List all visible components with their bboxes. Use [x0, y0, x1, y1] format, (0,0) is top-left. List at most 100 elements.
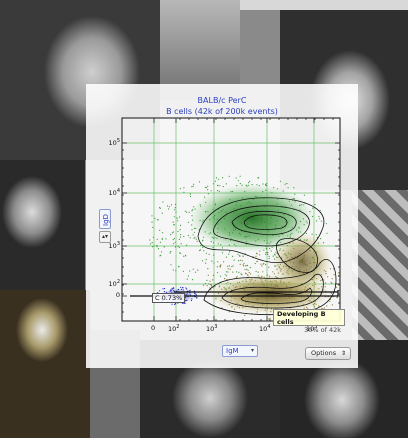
photo-top-strip — [240, 0, 408, 10]
scatter-dot — [264, 263, 267, 266]
scatter-dot — [246, 264, 249, 266]
scatter-dot — [219, 266, 221, 268]
contours — [197, 197, 337, 316]
gate-small-label[interactable]: C 0.73% — [152, 293, 186, 303]
scatter-dot — [259, 254, 261, 256]
photo-mid-left — [0, 160, 85, 290]
scatter-dot — [227, 271, 229, 273]
scatter-dot — [232, 255, 234, 257]
scatter-dot — [338, 272, 340, 274]
scatter-dot — [258, 177, 260, 179]
scatter-dot — [151, 221, 153, 223]
scatter-dot — [225, 183, 227, 185]
scatter-dot — [264, 183, 267, 185]
scatter-dot — [244, 265, 247, 267]
scatter-dot — [170, 234, 172, 236]
scatter-dot — [255, 255, 257, 257]
scatter-dot — [180, 243, 182, 245]
options-button[interactable]: Options ⇕ — [305, 347, 351, 360]
scatter-dot — [161, 212, 163, 214]
scatter-dot — [178, 266, 180, 268]
scatter-dot — [180, 236, 182, 238]
chevron-updown-icon: ⇕ — [340, 350, 346, 357]
scatter-dot — [211, 260, 213, 262]
gate-main-count: 30% of 42k — [304, 326, 341, 334]
scatter-dot — [315, 234, 317, 236]
scatter-dot — [195, 293, 197, 295]
scatter-dot — [179, 252, 181, 254]
scatter-dot — [177, 230, 179, 233]
scatter-dot — [243, 265, 245, 267]
scatter-dot — [194, 271, 197, 273]
scatter-dot — [189, 237, 191, 239]
scatter-dot — [330, 281, 332, 283]
scatter-dot — [244, 268, 246, 271]
scatter-dot — [323, 307, 325, 309]
scatter-dot — [162, 201, 164, 203]
scatter-dot — [316, 220, 318, 222]
plot-subtitle: B cells (42k of 200k events) — [166, 107, 278, 116]
scatter-dot — [213, 254, 215, 256]
scatter-dot — [168, 208, 170, 210]
scatter-dot — [209, 287, 211, 289]
scatter-dot — [192, 268, 194, 270]
scatter-dot — [168, 206, 170, 208]
scatter-dot — [205, 252, 207, 254]
scatter-dot — [268, 318, 270, 320]
scatter-dot — [254, 262, 256, 265]
scatter-dot — [279, 180, 281, 182]
scatter-dot — [173, 224, 175, 226]
scatter-dot — [263, 262, 265, 265]
scatter-dot — [149, 239, 151, 241]
scatter-dot — [208, 283, 210, 285]
scatter-dot — [213, 262, 215, 264]
scatter-dot — [222, 186, 224, 188]
scatter-dot — [165, 238, 167, 240]
scatter-dot — [198, 181, 201, 183]
scatter-dot — [159, 290, 161, 292]
y-axis-parameter-select[interactable]: IgD — [99, 209, 111, 229]
scatter-dot — [186, 244, 188, 246]
scatter-dot — [154, 217, 156, 219]
scatter-dot — [183, 255, 185, 257]
scatter-dot — [172, 231, 174, 233]
scatter-dot — [171, 232, 173, 234]
scatter-dot — [169, 252, 171, 254]
scatter-dot — [205, 258, 207, 261]
scatter-dot — [159, 206, 161, 209]
scatter-dot — [170, 204, 172, 206]
scatter-dot — [261, 265, 263, 267]
x-axis-parameter-select[interactable]: IgM ▾ — [222, 345, 258, 357]
scatter-dot — [232, 271, 234, 273]
scatter-dot — [193, 237, 195, 239]
scatter-dot — [256, 260, 258, 263]
scatter-dot — [208, 253, 210, 255]
plot-title: BALB/c PerC — [197, 96, 247, 105]
scatter-dot — [163, 246, 165, 248]
scatter-dot — [203, 284, 205, 286]
scatter-dot — [245, 273, 247, 275]
scatter-dot — [196, 297, 198, 299]
scatter-dot — [161, 238, 163, 241]
scatter-dot — [202, 246, 204, 248]
scatter-dot — [162, 232, 164, 234]
scatter-dot — [240, 273, 242, 275]
scatter-dot — [325, 223, 327, 225]
scatter-dot — [153, 245, 155, 247]
scatter-dot — [183, 302, 185, 304]
x-tick-label: 102 — [168, 324, 180, 334]
scatter-dot — [200, 244, 202, 246]
gate-developing-b-cells[interactable]: Developing B cells 30% of 42k — [273, 309, 345, 334]
scatter-dot — [193, 231, 195, 233]
scatter-dot — [268, 255, 270, 257]
scatter-dot — [221, 252, 224, 254]
scatter-dot — [207, 268, 209, 270]
scatter-dot — [324, 282, 326, 284]
scatter-dot — [172, 239, 174, 241]
y-axis-dropdown-arrow-icon[interactable]: ▴▾ — [99, 231, 111, 243]
scatter-dot — [166, 205, 169, 207]
scatter-dot — [329, 300, 331, 302]
scatter-dot — [239, 255, 241, 257]
x-tick-label: 104 — [259, 324, 271, 334]
